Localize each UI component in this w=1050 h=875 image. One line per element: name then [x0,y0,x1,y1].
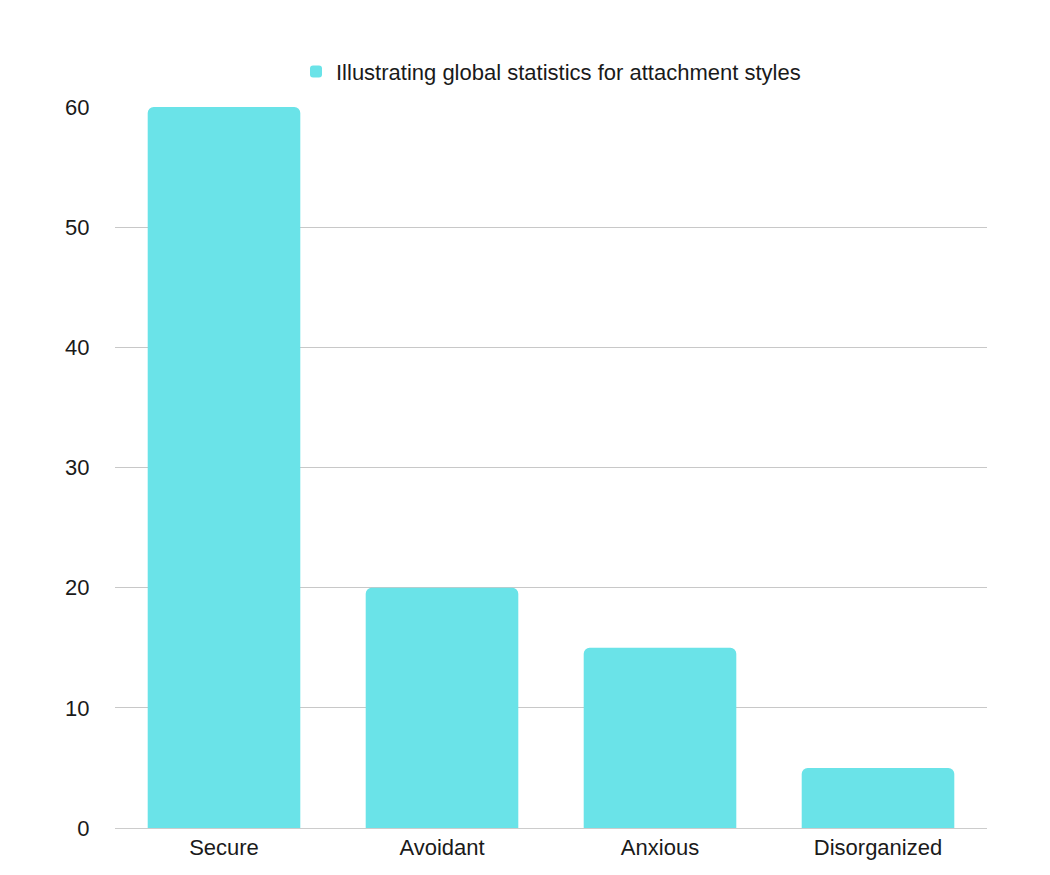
svg-text:Disorganized: Disorganized [814,835,942,860]
svg-text:Anxious: Anxious [621,835,699,860]
svg-text:40: 40 [65,335,89,360]
svg-text:Illustrating global statistics: Illustrating global statistics for attac… [336,60,801,85]
svg-text:60: 60 [65,95,89,120]
svg-text:Avoidant: Avoidant [399,835,484,860]
svg-text:50: 50 [65,215,89,240]
svg-text:Secure: Secure [189,835,259,860]
svg-text:0: 0 [77,816,89,841]
svg-text:10: 10 [65,696,89,721]
svg-text:30: 30 [65,455,89,480]
svg-text:20: 20 [65,575,89,600]
